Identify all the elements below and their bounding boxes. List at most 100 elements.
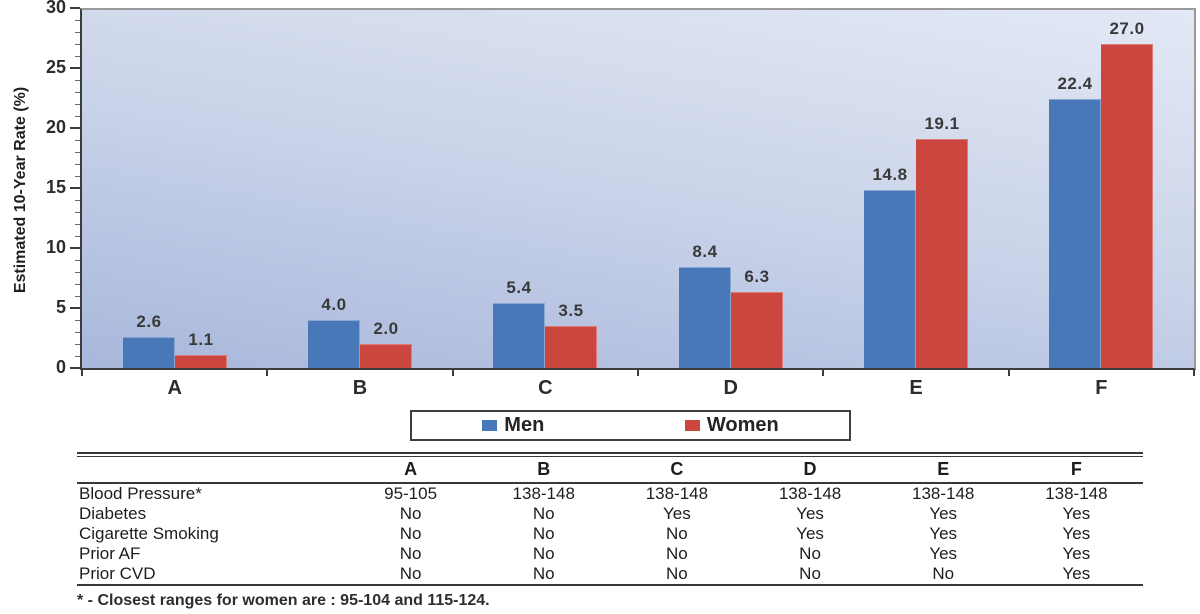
table-cell: 138-148: [512, 484, 575, 503]
table-cell: Yes: [929, 504, 958, 523]
table-row-label: Prior AF: [79, 544, 141, 563]
table-corner-cell: [77, 456, 344, 484]
table-row: Blood Pressure* 95-105 138-148 138-148 138-1…: [77, 483, 1143, 504]
y-major-tick: [70, 307, 80, 309]
bar-men-A: [123, 337, 175, 368]
table-column-header: D: [743, 456, 877, 484]
table-column-header: C: [610, 456, 744, 484]
bar-value-label: 4.0: [321, 295, 347, 314]
table-cell: No: [532, 544, 555, 563]
bar-value-label: 27.0: [1109, 19, 1145, 38]
y-minor-tick: [75, 320, 80, 321]
bar-value-label: 19.1: [924, 114, 960, 133]
table-column-header: F: [1009, 456, 1143, 484]
x-category-label: B: [352, 377, 368, 399]
y-minor-tick: [75, 344, 80, 345]
table-cell: Yes: [929, 544, 958, 563]
table-column-header: A: [344, 456, 478, 484]
y-tick-label: 10: [45, 237, 66, 257]
table-row: Diabetes No No Yes Yes Yes Yes: [77, 504, 1143, 524]
y-major-tick: [70, 67, 80, 69]
table-cell: No: [399, 504, 422, 523]
legend-swatch-women: [684, 420, 700, 431]
legend-label: Women: [706, 414, 779, 436]
bar-men-E: [864, 190, 916, 368]
y-minor-tick: [75, 152, 80, 153]
table-cell: Yes: [929, 524, 958, 543]
y-minor-tick: [75, 200, 80, 201]
table-body: Blood Pressure* 95-105 138-148 138-148 138-1…: [77, 483, 1143, 585]
y-major-tick: [70, 127, 80, 129]
x-boundary-tick: [452, 370, 454, 376]
table-cell: Yes: [1062, 564, 1091, 583]
bar-value-label: 2.0: [373, 319, 399, 338]
table-row: Prior AF No No No No Yes Yes: [77, 544, 1143, 564]
table-row: Cigarette Smoking No No No Yes Yes Yes: [77, 524, 1143, 544]
y-tick-label: 0: [55, 357, 66, 377]
table-cell: Yes: [796, 504, 824, 523]
bar-value-label: 5.4: [506, 278, 532, 297]
y-major-tick: [70, 367, 80, 369]
table-cell: No: [399, 524, 422, 543]
bar-value-label: 6.3: [744, 267, 770, 286]
x-category-label: F: [1095, 377, 1108, 399]
table-cell: No: [399, 564, 422, 583]
footnote: * - Closest ranges for women are : 95-10…: [77, 592, 490, 609]
table-cell: 95-105: [384, 484, 438, 503]
table-cell: No: [666, 564, 688, 583]
table-row-label: Diabetes: [79, 504, 147, 523]
table-cell: No: [532, 564, 555, 583]
y-minor-tick: [75, 32, 80, 33]
table-cell: Yes: [796, 524, 824, 543]
table-cell: No: [666, 524, 688, 543]
y-minor-tick: [75, 104, 80, 105]
bar-women-C: [545, 326, 597, 368]
table-cell: No: [532, 524, 555, 543]
y-minor-tick: [75, 92, 80, 93]
table-cell: No: [532, 504, 555, 523]
x-boundary-tick: [266, 370, 268, 376]
y-minor-tick: [75, 212, 80, 213]
y-minor-tick: [75, 224, 80, 225]
y-major-tick: [70, 247, 80, 249]
y-minor-tick: [75, 260, 80, 261]
legend-label: Men: [504, 414, 545, 436]
bar-value-label: 22.4: [1057, 74, 1093, 93]
x-boundary-tick: [822, 370, 824, 376]
y-minor-tick: [75, 20, 80, 21]
x-category-label: D: [723, 377, 738, 399]
legend-swatch-men: [482, 420, 498, 431]
bar-value-label: 2.6: [136, 312, 162, 331]
bar-value-label: 3.5: [558, 301, 584, 320]
table-cell: Yes: [1062, 544, 1091, 563]
x-boundary-tick: [1193, 370, 1195, 376]
x-boundary-tick: [81, 370, 83, 376]
y-minor-tick: [75, 332, 80, 333]
table-cell: No: [799, 564, 821, 583]
table-column-header: E: [876, 456, 1010, 484]
legend-box: Men Women: [410, 410, 851, 441]
table-row-label: Cigarette Smoking: [79, 524, 219, 543]
plot-area: 2.6 1.1 4.0 2.0 5.4 3.5 8.4 6.3 14.8 19.1 22.4 27.0: [80, 8, 1196, 370]
bar-men-B: [308, 320, 360, 368]
y-minor-tick: [75, 356, 80, 357]
bar-women-E: [916, 139, 968, 368]
table-cell: No: [932, 564, 955, 583]
table-cell: No: [399, 544, 422, 563]
bar-men-D: [679, 267, 731, 368]
bar-value-label: 8.4: [692, 242, 718, 261]
y-major-tick: [70, 187, 80, 189]
y-tick-label: 20: [45, 117, 66, 137]
bar-women-D: [731, 292, 783, 368]
bar-value-label: 1.1: [188, 330, 214, 349]
legend-item-women: Women: [684, 414, 779, 437]
table-cell: Yes: [663, 504, 691, 523]
y-minor-tick: [75, 176, 80, 177]
bar-women-B: [360, 344, 412, 368]
table-cell: Yes: [1062, 524, 1091, 543]
x-boundary-tick: [1008, 370, 1010, 376]
y-tick-label: 30: [45, 0, 66, 17]
